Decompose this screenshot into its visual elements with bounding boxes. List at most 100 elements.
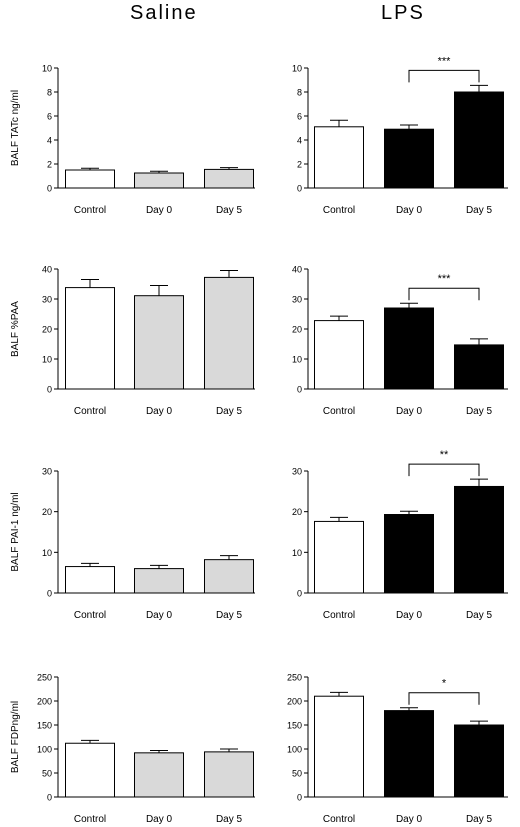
chart-panel-6: 0 10 20 30 Control Day 0 Day 5 ** (292, 449, 508, 621)
significance-label: * (442, 678, 447, 690)
x-tick-label: Day 5 (216, 205, 243, 216)
y-tick-label: 50 (42, 769, 52, 779)
y-tick-label: 30 (42, 467, 52, 477)
chart-panel-8: 0 50 100 150 200 250 Control Day 0 Day 5 * (287, 673, 508, 825)
bar (65, 287, 115, 390)
y-tick-label: 200 (287, 697, 302, 707)
x-tick-label: Day 0 (396, 406, 423, 417)
y-tick-label: 0 (297, 793, 302, 803)
bar (384, 128, 434, 189)
bar (314, 695, 364, 798)
y-tick-label: 30 (292, 467, 302, 477)
bar (65, 566, 115, 594)
saline-column-title: Saline (130, 2, 198, 24)
bar (134, 752, 184, 798)
y-axis-label: BALF FDPng/ml (10, 701, 21, 773)
y-tick-label: 4 (47, 136, 52, 146)
x-tick-label: Day 5 (216, 814, 243, 825)
y-tick-label: 10 (42, 548, 52, 558)
x-tick-label: Control (323, 406, 355, 417)
y-tick-label: 100 (287, 745, 302, 755)
x-tick-label: Control (74, 205, 106, 216)
y-tick-label: 0 (297, 184, 302, 194)
x-tick-label: Control (74, 406, 106, 417)
bar (204, 168, 254, 189)
bar (314, 320, 364, 390)
x-tick-label: Day 0 (396, 814, 423, 825)
y-tick-label: 6 (297, 112, 302, 122)
y-tick-label: 10 (292, 64, 302, 74)
y-tick-label: 30 (42, 295, 52, 305)
bar (204, 559, 254, 594)
x-tick-label: Day 5 (466, 205, 493, 216)
y-tick-label: 8 (47, 88, 52, 98)
x-tick-label: Control (323, 814, 355, 825)
bar (454, 344, 504, 390)
significance-bracket (408, 463, 480, 477)
bar (384, 710, 434, 798)
x-tick-label: Day 0 (396, 610, 423, 621)
bar (204, 751, 254, 798)
bar (454, 91, 504, 189)
significance-bracket (408, 287, 480, 301)
y-axis-label: BALF TATc ng/ml (10, 90, 21, 166)
x-tick-label: Day 0 (146, 814, 173, 825)
bar (384, 514, 434, 594)
y-tick-label: 20 (42, 507, 52, 517)
y-tick-label: 2 (47, 160, 52, 170)
y-tick-label: 8 (297, 88, 302, 98)
y-tick-label: 250 (37, 673, 52, 683)
significance-bracket (408, 692, 480, 705)
y-tick-label: 10 (292, 548, 302, 558)
y-tick-label: 50 (292, 769, 302, 779)
y-tick-label: 20 (292, 325, 302, 335)
x-tick-label: Control (323, 205, 355, 216)
y-tick-label: 4 (297, 136, 302, 146)
x-tick-label: Day 5 (466, 406, 493, 417)
chart-panel-7: 0 50 100 150 200 250 BALF FDPng/ml Control Day 0… (10, 673, 255, 825)
y-tick-label: 20 (42, 325, 52, 335)
x-tick-label: Day 5 (216, 610, 243, 621)
y-tick-label: 40 (42, 265, 52, 275)
bar (134, 568, 184, 594)
y-tick-label: 0 (47, 589, 52, 599)
x-tick-label: Day 0 (146, 205, 173, 216)
y-tick-label: 2 (297, 160, 302, 170)
chart-panel-4: 0 10 20 30 40 Control Day 0 Day 5 *** (292, 265, 508, 417)
bar (134, 295, 184, 390)
y-tick-label: 40 (292, 265, 302, 275)
y-tick-label: 0 (47, 385, 52, 395)
y-tick-label: 250 (287, 673, 302, 683)
y-axis-label: BALF %PAA (10, 301, 21, 357)
y-tick-label: 6 (47, 112, 52, 122)
x-tick-label: Day 0 (396, 205, 423, 216)
chart-panel-3: 0 10 20 30 40 BALF %PAA Control Day 0 Day 5 (10, 265, 255, 417)
bar (314, 126, 364, 189)
y-tick-label: 20 (292, 507, 302, 517)
significance-label: ** (440, 449, 449, 461)
x-tick-label: Day 5 (466, 610, 493, 621)
significance-bracket (408, 69, 480, 83)
x-tick-label: Control (74, 814, 106, 825)
y-axis-label: BALF PAI-1 ng/ml (10, 492, 21, 571)
bar (65, 742, 115, 798)
x-tick-label: Day 5 (466, 814, 493, 825)
y-tick-label: 100 (37, 745, 52, 755)
y-tick-label: 0 (297, 589, 302, 599)
bar (454, 485, 504, 594)
y-tick-label: 200 (37, 697, 52, 707)
x-tick-label: Control (323, 610, 355, 621)
x-tick-label: Day 0 (146, 406, 173, 417)
bar (314, 520, 364, 594)
significance-label: *** (438, 273, 452, 285)
bar (204, 276, 254, 390)
y-tick-label: 0 (47, 184, 52, 194)
y-tick-label: 0 (47, 793, 52, 803)
lps-column-title: LPS (381, 2, 425, 24)
x-tick-label: Control (74, 610, 106, 621)
chart-panel-1: 0 2 4 6 8 10 BALF TATc ng/ml Control Day 0 Day 5 (10, 64, 255, 216)
bar (384, 307, 434, 390)
significance-label: *** (438, 55, 452, 67)
y-tick-label: 10 (292, 355, 302, 365)
y-tick-label: 10 (42, 355, 52, 365)
